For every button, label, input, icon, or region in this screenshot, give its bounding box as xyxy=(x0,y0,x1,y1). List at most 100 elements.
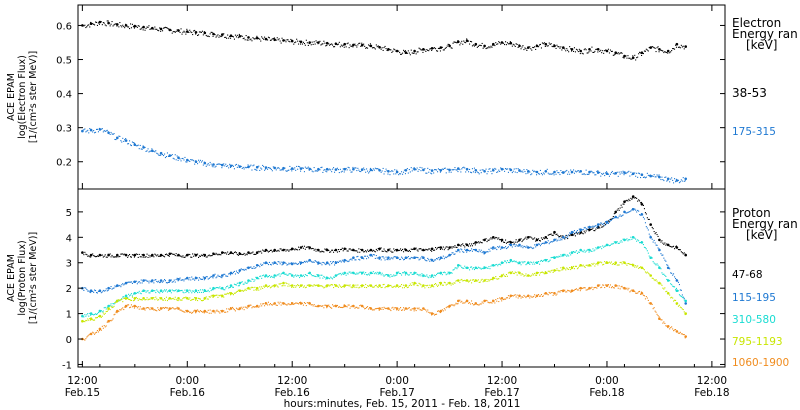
y-tick-label: 0.3 xyxy=(56,124,72,135)
data-speckle xyxy=(416,249,418,251)
data-point xyxy=(142,25,145,29)
data-speckle xyxy=(365,250,367,252)
data-speckle xyxy=(163,290,165,292)
data-speckle xyxy=(407,250,409,252)
data-speckle xyxy=(173,31,175,33)
data-speckle xyxy=(340,286,342,288)
data-point xyxy=(159,151,163,155)
data-speckle xyxy=(200,310,202,312)
data-speckle xyxy=(582,287,584,289)
data-speckle xyxy=(289,41,291,43)
data-speckle xyxy=(392,170,394,172)
data-speckle xyxy=(391,275,393,277)
data-speckle xyxy=(516,172,518,174)
data-speckle xyxy=(140,28,142,30)
data-speckle xyxy=(485,238,487,240)
data-speckle xyxy=(258,38,260,40)
data-speckle xyxy=(470,250,472,252)
data-speckle xyxy=(630,210,632,212)
data-speckle xyxy=(359,42,361,44)
data-point xyxy=(544,170,548,173)
data-speckle xyxy=(346,250,348,252)
data-speckle xyxy=(207,255,209,257)
data-speckle xyxy=(129,295,131,297)
data-speckle xyxy=(219,312,221,314)
data-speckle xyxy=(584,48,586,50)
data-speckle xyxy=(149,256,151,258)
data-speckle xyxy=(452,42,454,44)
data-speckle xyxy=(396,169,398,171)
data-speckle xyxy=(122,296,124,298)
data-speckle xyxy=(235,307,237,309)
data-speckle xyxy=(267,304,269,306)
data-speckle xyxy=(490,237,492,239)
data-speckle xyxy=(250,266,252,268)
data-speckle xyxy=(377,248,379,250)
data-speckle xyxy=(348,47,350,49)
data-speckle xyxy=(166,254,168,256)
data-speckle xyxy=(154,279,156,281)
data-speckle xyxy=(670,178,672,180)
data-speckle xyxy=(681,180,683,182)
data-speckle xyxy=(307,260,309,262)
data-speckle xyxy=(496,300,498,302)
data-speckle xyxy=(479,44,481,46)
data-speckle xyxy=(534,244,536,246)
data-speckle xyxy=(511,172,513,174)
data-speckle xyxy=(445,307,447,309)
data-speckle xyxy=(148,151,150,153)
data-speckle xyxy=(482,169,484,171)
data-speckle xyxy=(531,296,533,298)
data-speckle xyxy=(666,180,668,182)
data-speckle xyxy=(319,40,321,42)
data-speckle xyxy=(558,46,560,48)
data-speckle xyxy=(471,250,473,252)
data-speckle xyxy=(263,262,265,264)
data-speckle xyxy=(539,295,541,297)
data-speckle xyxy=(433,313,435,315)
data-speckle xyxy=(507,246,509,248)
data-speckle xyxy=(505,41,507,43)
data-speckle xyxy=(411,170,413,172)
data-point xyxy=(334,248,338,252)
data-speckle xyxy=(442,284,444,286)
data-speckle xyxy=(286,274,288,276)
data-speckle xyxy=(252,267,254,269)
data-speckle xyxy=(625,212,627,214)
data-speckle xyxy=(392,306,394,308)
data-point xyxy=(404,51,408,54)
data-speckle xyxy=(499,170,501,172)
data-speckle xyxy=(111,254,113,256)
data-speckle xyxy=(522,239,524,241)
data-speckle xyxy=(411,282,413,284)
data-speckle xyxy=(173,279,175,281)
data-speckle xyxy=(559,239,561,241)
data-point xyxy=(343,167,347,171)
data-point xyxy=(666,177,670,181)
data-speckle xyxy=(543,173,545,175)
data-speckle xyxy=(412,273,414,275)
data-speckle xyxy=(382,250,384,252)
data-speckle xyxy=(262,264,264,266)
data-speckle xyxy=(401,171,403,173)
data-speckle xyxy=(551,173,553,175)
data-speckle xyxy=(395,249,397,251)
data-speckle xyxy=(506,297,508,299)
data-speckle xyxy=(446,283,448,285)
data-speckle xyxy=(398,286,400,288)
data-point xyxy=(588,228,591,231)
data-speckle xyxy=(311,261,313,263)
data-speckle xyxy=(130,306,132,308)
data-speckle xyxy=(536,174,538,176)
data-speckle xyxy=(133,256,135,258)
data-point xyxy=(299,274,303,277)
data-speckle xyxy=(420,170,422,172)
data-speckle xyxy=(463,267,465,269)
data-speckle xyxy=(669,245,671,247)
data-speckle xyxy=(377,273,379,275)
data-speckle xyxy=(95,21,97,23)
data-point xyxy=(352,271,355,275)
data-speckle xyxy=(288,250,290,252)
data-point xyxy=(395,284,399,287)
data-speckle xyxy=(435,48,437,50)
